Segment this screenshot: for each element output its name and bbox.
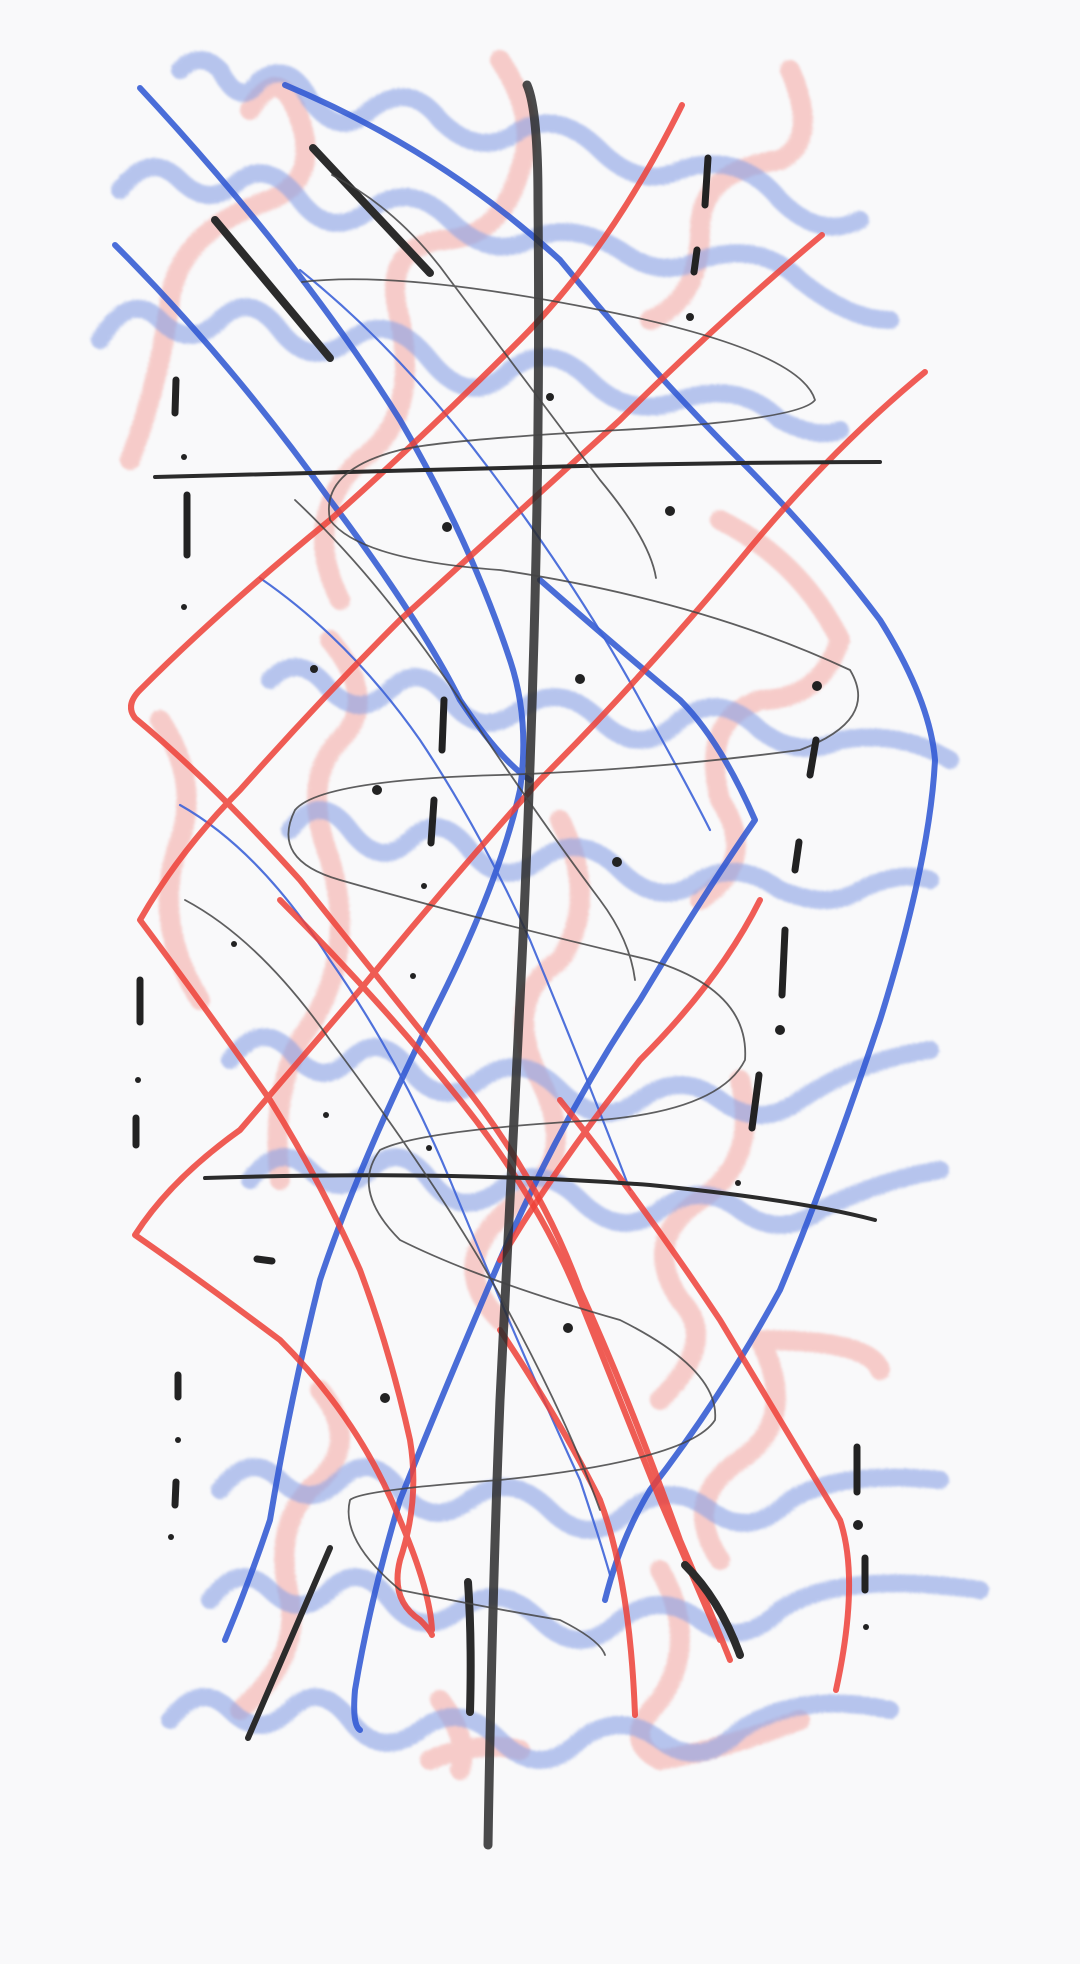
pink-soft-stroke [694,1330,890,1570]
blue-soft-wave [261,658,959,769]
dot-mark [686,313,694,321]
dot-mark [863,1624,869,1630]
gray-thin-line [287,278,860,1656]
dot-mark [175,1437,181,1443]
blue-soft-wave [221,1028,939,1124]
black-vertical-dash [464,1578,475,1716]
dot-mark [546,393,554,401]
dot-mark [231,941,237,947]
gray-thin-line [184,899,601,1511]
dot-mark [775,1025,785,1035]
dot-mark [310,665,318,673]
blue-soft-wave [171,51,869,236]
pink-soft-stroke [230,1380,350,1720]
blue-soft-wave [161,1688,899,1769]
black-dot-marks [135,313,869,1630]
pink-soft-stroke [690,510,850,910]
black-diag-dash [245,1545,333,1741]
dash-mark [171,1478,180,1509]
dot-mark [410,973,416,979]
blue-soft-wave [281,801,939,909]
dot-mark [168,1534,174,1540]
blue-pen-line [112,242,533,783]
black-horizontal-line [203,1173,877,1222]
black-diag-dash [309,144,434,277]
dot-mark [181,604,187,610]
dash-mark [438,696,448,754]
dot-mark [426,1145,432,1151]
red-pen-line [277,897,723,1643]
black-vertical-line [483,80,544,1850]
black-dash-marks [132,154,869,1594]
black-pen-strokes [153,80,882,1850]
red-pen-line [497,897,853,1693]
gray-thin-line [331,174,657,579]
red-pen-line [128,102,733,1663]
pink-soft-stroke [120,77,316,470]
red-pen-line [497,1327,638,1718]
red-pen-strokes [128,102,928,1718]
dash-mark [791,838,803,874]
black-horizontal-line [153,460,882,479]
dash-mark [690,246,701,276]
pink-soft-stroke [314,50,537,610]
dot-mark [181,454,187,460]
dash-mark [171,376,180,417]
dot-mark [612,857,622,867]
dash-mark [778,926,789,999]
dot-mark [323,1112,329,1118]
dot-mark [372,785,382,795]
gray-thin-line [294,499,636,981]
blue-thin-line [178,803,612,1577]
dash-mark [806,736,820,779]
dot-mark [421,883,427,889]
red-pen-strokes-b [497,897,853,1693]
pink-soft-stroke [640,60,813,330]
gray-thin-strokes [184,174,860,1656]
blue-thin-line [258,576,632,1192]
red-pen-line [137,232,825,1638]
dot-mark [665,506,675,516]
black-diag-dash [681,1561,744,1659]
blue-pen-line [351,577,758,1733]
red-pen-line [132,369,928,1633]
blue-soft-wave [91,298,849,443]
black-diag-dash [211,216,334,362]
dot-mark [812,681,822,691]
dot-mark [575,674,585,684]
dash-mark [748,1071,763,1132]
blue-soft-wave [211,1458,949,1539]
blue-soft-wave [111,158,899,329]
dot-mark [380,1393,390,1403]
dot-mark [563,1323,573,1333]
dot-mark [853,1520,863,1530]
blue-soft-strokes [91,51,989,1769]
dash-mark [701,154,712,209]
blue-pen-line [137,85,527,1643]
dot-mark [135,1077,141,1083]
dash-mark [253,1255,276,1265]
dot-mark [735,1180,741,1186]
dash-mark [427,796,438,847]
dot-mark [442,522,452,532]
